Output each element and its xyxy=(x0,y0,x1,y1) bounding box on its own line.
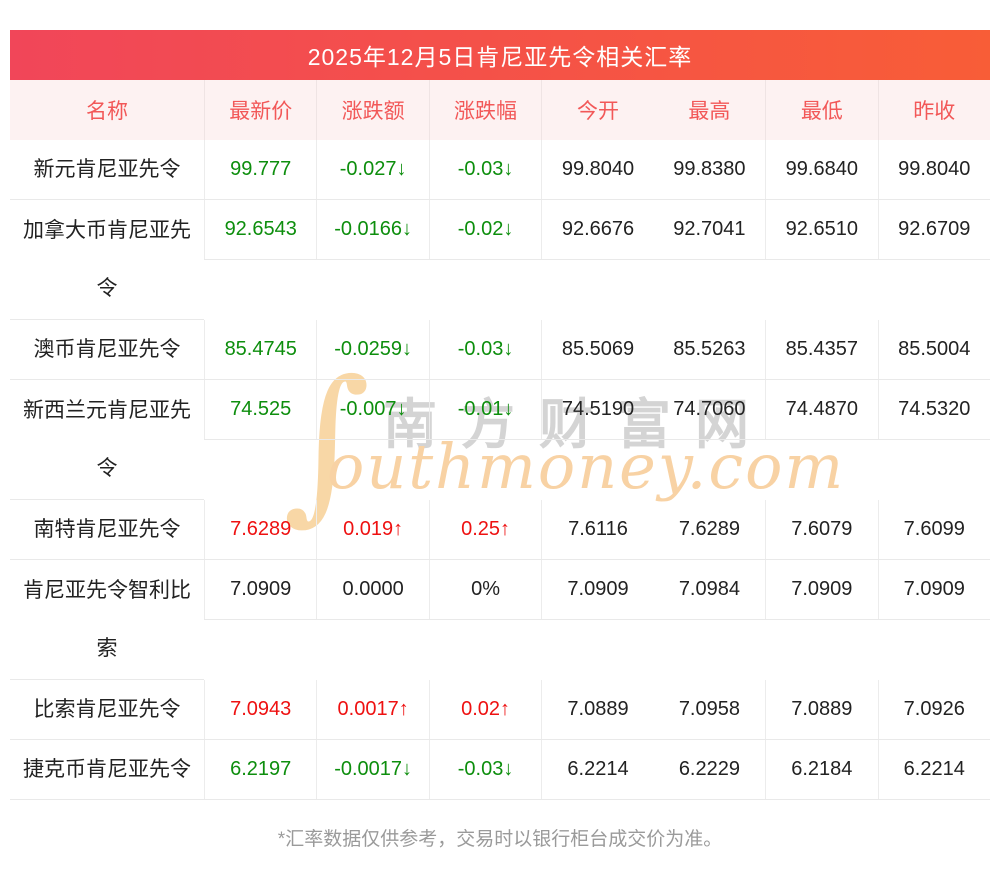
title-bar: 2025年12月5日肯尼亚先令相关汇率 xyxy=(10,30,990,80)
header-cell-0: 名称 xyxy=(86,100,128,123)
low-cell: 7.6079 xyxy=(765,500,877,559)
table-row: 新西兰元肯尼亚先令 74.525 -0.007↓ -0.01↓ 74.5190 74.70… xyxy=(10,380,990,500)
prev_close-cell: 92.6709 xyxy=(877,200,990,259)
low-cell: 7.0889 xyxy=(765,680,877,739)
high-cell: 7.6289 xyxy=(678,518,740,540)
change-cell: 0.0017↑ xyxy=(316,680,428,739)
change-cell: 0.019↑ xyxy=(316,500,428,559)
change_pct-cell: 0.02↑ xyxy=(428,680,541,739)
prev_close-cell: 74.5320 xyxy=(877,380,990,439)
page-title: 2025年12月5日肯尼亚先令相关汇率 xyxy=(307,44,693,70)
currency-name-cell: 澳币肯尼亚先令 xyxy=(10,320,204,380)
change_pct-cell: -0.03↓ xyxy=(428,140,541,199)
low-cell: 92.6510 xyxy=(765,200,877,259)
table-body: 新元肯尼亚先令 99.777 -0.027↓ -0.03↓ 99.8040 99.8380… xyxy=(10,140,990,800)
latest-cell: 92.6543 xyxy=(204,200,316,259)
table-row: 捷克币肯尼亚先令 6.2197 -0.0017↓ -0.03↓ 6.2214 6.2229… xyxy=(10,740,990,800)
header-cell-5: 最高 xyxy=(688,100,731,123)
high-cell: 7.0984 xyxy=(678,578,740,600)
table-header-row: 名称 最新价 涨跌额 涨跌幅 今开 最高 最低 昨收 xyxy=(10,80,990,140)
open-cell: 6.2214 xyxy=(541,740,653,799)
table-row: 新元肯尼亚先令 99.777 -0.027↓ -0.03↓ 99.8040 99.8380… xyxy=(10,140,990,200)
latest-cell: 99.777 xyxy=(204,140,316,199)
table-row: 加拿大币肯尼亚先令 92.6543 -0.0166↓ -0.02↓ 92.6676 92.… xyxy=(10,200,990,320)
header-cell-6: 最低 xyxy=(765,80,877,140)
latest-cell: 85.4745 xyxy=(204,320,316,379)
prev_close-cell: 99.8040 xyxy=(877,140,990,199)
content: 2025年12月5日肯尼亚先令相关汇率 名称 最新价 涨跌额 涨跌幅 今开 最高 最低 昨收 … xyxy=(10,30,990,851)
currency-name-cell: 捷克币肯尼亚先令 xyxy=(10,740,204,800)
high-cell: 74.7060 xyxy=(673,398,746,420)
high-cell: 92.7041 xyxy=(673,218,746,240)
currency-name-cell: 新西兰元肯尼亚先令 xyxy=(10,380,204,500)
open-cell: 7.6116 xyxy=(541,500,653,559)
latest-cell: 7.6289 xyxy=(204,500,316,559)
latest-cell: 7.0909 xyxy=(204,560,316,619)
low-cell: 99.6840 xyxy=(765,140,877,199)
prev_close-cell: 7.6099 xyxy=(877,500,990,559)
currency-name-cell: 南特肯尼亚先令 xyxy=(10,500,204,560)
change-cell: -0.027↓ xyxy=(316,140,428,199)
low-cell: 7.0909 xyxy=(765,560,877,619)
change_pct-cell: 0% xyxy=(428,560,541,619)
open-cell: 99.8040 xyxy=(541,140,653,199)
change-cell: -0.0017↓ xyxy=(316,740,428,799)
header-cell-7: 昨收 xyxy=(877,80,990,140)
open-cell: 7.0909 xyxy=(541,560,653,619)
currency-name-cell: 新元肯尼亚先令 xyxy=(10,140,204,200)
change-cell: -0.007↓ xyxy=(316,380,428,439)
change_pct-cell: -0.01↓ xyxy=(428,380,541,439)
row-filler xyxy=(204,440,990,500)
change-cell: 0.0000 xyxy=(316,560,428,619)
change-cell: -0.0259↓ xyxy=(316,320,428,379)
prev_close-cell: 7.0926 xyxy=(877,680,990,739)
change_pct-cell: -0.02↓ xyxy=(428,200,541,259)
low-cell: 74.4870 xyxy=(765,380,877,439)
header-cell-4: 今开 xyxy=(541,80,653,140)
footer-disclaimer: *汇率数据仅供参考，交易时以银行柜台成交价为准。 xyxy=(277,829,723,850)
change_pct-cell: -0.03↓ xyxy=(428,320,541,379)
currency-name-cell: 肯尼亚先令智利比索 xyxy=(10,560,204,680)
currency-name-cell: 加拿大币肯尼亚先令 xyxy=(10,200,204,320)
latest-cell: 6.2197 xyxy=(204,740,316,799)
table-row: 南特肯尼亚先令 7.6289 0.019↑ 0.25↑ 7.6116 7.6289 7.60… xyxy=(10,500,990,560)
low-cell: 85.4357 xyxy=(765,320,877,379)
prev_close-cell: 85.5004 xyxy=(877,320,990,379)
prev_close-cell: 7.0909 xyxy=(877,560,990,619)
high-cell: 7.0958 xyxy=(678,698,740,720)
latest-cell: 7.0943 xyxy=(204,680,316,739)
header-cell-2: 涨跌额 xyxy=(316,80,428,140)
row-filler xyxy=(204,620,990,680)
table-row: 比索肯尼亚先令 7.0943 0.0017↑ 0.02↑ 7.0889 7.0958 7.0… xyxy=(10,680,990,740)
high-cell: 85.5263 xyxy=(673,338,746,360)
row-filler xyxy=(204,260,990,320)
prev_close-cell: 6.2214 xyxy=(877,740,990,799)
change_pct-cell: 0.25↑ xyxy=(428,500,541,559)
header-cell-1: 最新价 xyxy=(204,80,316,140)
open-cell: 85.5069 xyxy=(541,320,653,379)
high-cell: 99.8380 xyxy=(673,158,746,180)
table-row: 肯尼亚先令智利比索 7.0909 0.0000 0% 7.0909 7.0984 7.090… xyxy=(10,560,990,680)
latest-cell: 74.525 xyxy=(204,380,316,439)
change_pct-cell: -0.03↓ xyxy=(428,740,541,799)
high-cell: 6.2229 xyxy=(678,758,740,780)
open-cell: 92.6676 xyxy=(541,200,653,259)
currency-name-cell: 比索肯尼亚先令 xyxy=(10,680,204,740)
open-cell: 7.0889 xyxy=(541,680,653,739)
open-cell: 74.5190 xyxy=(541,380,653,439)
header-cell-3: 涨跌幅 xyxy=(428,80,541,140)
low-cell: 6.2184 xyxy=(765,740,877,799)
change-cell: -0.0166↓ xyxy=(316,200,428,259)
table-row: 澳币肯尼亚先令 85.4745 -0.0259↓ -0.03↓ 85.5069 85.52… xyxy=(10,320,990,380)
